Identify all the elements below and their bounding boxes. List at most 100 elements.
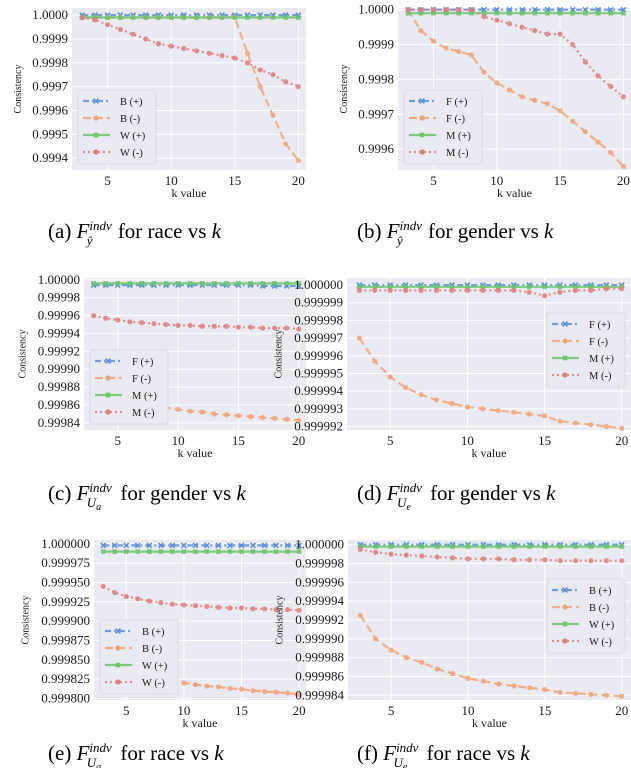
legend-marker <box>115 679 121 685</box>
data-point <box>130 31 136 37</box>
legend-marker <box>562 587 568 593</box>
data-point <box>418 392 424 398</box>
data-point <box>235 324 242 330</box>
data-point <box>418 284 424 290</box>
data-point <box>211 411 217 417</box>
x-tick-label: 20 <box>292 173 305 188</box>
y-axis-label: Consistency <box>274 596 285 645</box>
data-point <box>273 606 279 613</box>
legend-label: M (-) <box>589 371 612 382</box>
data-point <box>135 596 141 602</box>
y-tick-label: 0.9999 <box>358 37 394 52</box>
data-point <box>223 323 229 329</box>
data-point <box>456 7 462 13</box>
y-tick-label: 0.999994 <box>294 383 343 398</box>
data-point <box>430 7 437 13</box>
data-point <box>117 26 123 33</box>
y-tick-label: 0.9996 <box>358 141 394 156</box>
data-point <box>192 542 199 549</box>
data-point <box>619 693 625 699</box>
legend-marker <box>115 662 121 668</box>
data-point <box>621 10 626 16</box>
legend-label: B (-) <box>589 603 610 614</box>
data-point <box>570 10 576 16</box>
chart-c: 1.00000 0.99998 0.99996 0.99994 0.99992 0.999… <box>18 272 306 460</box>
data-point <box>168 15 174 20</box>
data-point <box>227 685 233 692</box>
x-tick-label: 5 <box>430 173 437 188</box>
data-point <box>181 680 187 686</box>
data-point <box>456 48 462 55</box>
legend-box <box>77 89 157 165</box>
data-point <box>570 118 576 124</box>
data-point <box>115 281 121 286</box>
data-point <box>573 558 579 564</box>
data-point <box>481 14 487 20</box>
series-b-minus <box>357 612 625 699</box>
data-point <box>557 418 563 424</box>
y-tick-label: 0.999950 <box>41 575 90 590</box>
data-point <box>480 678 486 684</box>
data-point <box>430 38 437 44</box>
data-point <box>257 84 263 90</box>
y-tick-label: 0.9994 <box>32 150 68 165</box>
x-tick-label: 20 <box>293 703 306 718</box>
data-point <box>542 284 547 290</box>
x-tick-label: 10 <box>461 433 474 448</box>
data-point <box>100 583 106 589</box>
y-axis-label: Consistency <box>339 65 350 114</box>
y-tick-label: 0.9998 <box>32 55 68 70</box>
data-point <box>270 112 276 118</box>
data-point <box>468 52 475 58</box>
x-tick-label: 15 <box>228 173 241 188</box>
data-point <box>480 287 486 293</box>
data-point <box>480 556 486 562</box>
series-m-plus <box>91 281 302 286</box>
y-tick-label: 0.999975 <box>41 555 90 570</box>
legend-box <box>546 312 626 388</box>
data-point <box>273 689 279 695</box>
x-tick-label: 5 <box>387 433 394 448</box>
data-point <box>403 287 409 293</box>
data-point <box>519 10 525 16</box>
x-axis-label: k value <box>183 716 218 730</box>
data-point <box>143 15 149 20</box>
data-point <box>481 69 487 76</box>
series-m-minus <box>405 7 627 100</box>
x-tick-label: 20 <box>615 703 628 718</box>
x-axis-label: k value <box>472 446 507 460</box>
data-point <box>603 423 609 430</box>
data-point <box>494 17 500 23</box>
legend: F (+) F (-) M (+) M (-) <box>403 89 483 165</box>
data-point <box>232 15 238 20</box>
data-point <box>434 666 440 672</box>
series-w-plus <box>100 549 302 554</box>
data-point <box>557 544 563 549</box>
y-tick-label: 0.999984 <box>295 687 344 702</box>
legend-box <box>89 349 169 425</box>
data-point <box>494 10 500 16</box>
data-point <box>388 551 394 557</box>
legend-marker <box>115 628 121 634</box>
data-point <box>449 400 455 407</box>
data-point <box>532 97 538 103</box>
data-point <box>419 544 425 549</box>
data-point <box>608 83 614 89</box>
series-line <box>359 287 622 297</box>
data-point <box>203 542 210 549</box>
data-point <box>469 10 474 16</box>
legend-label: M (+) <box>132 391 157 402</box>
data-point <box>557 31 563 37</box>
data-point <box>270 15 276 20</box>
y-tick-label: 1.000000 <box>294 277 343 292</box>
y-axis-label: Consistency <box>20 596 31 645</box>
legend-marker <box>419 115 425 121</box>
data-point <box>250 542 256 549</box>
data-point <box>465 556 471 562</box>
data-point <box>204 683 210 689</box>
data-point <box>532 28 538 34</box>
data-point <box>449 555 456 561</box>
legend-marker <box>562 355 568 361</box>
data-point <box>573 284 578 290</box>
